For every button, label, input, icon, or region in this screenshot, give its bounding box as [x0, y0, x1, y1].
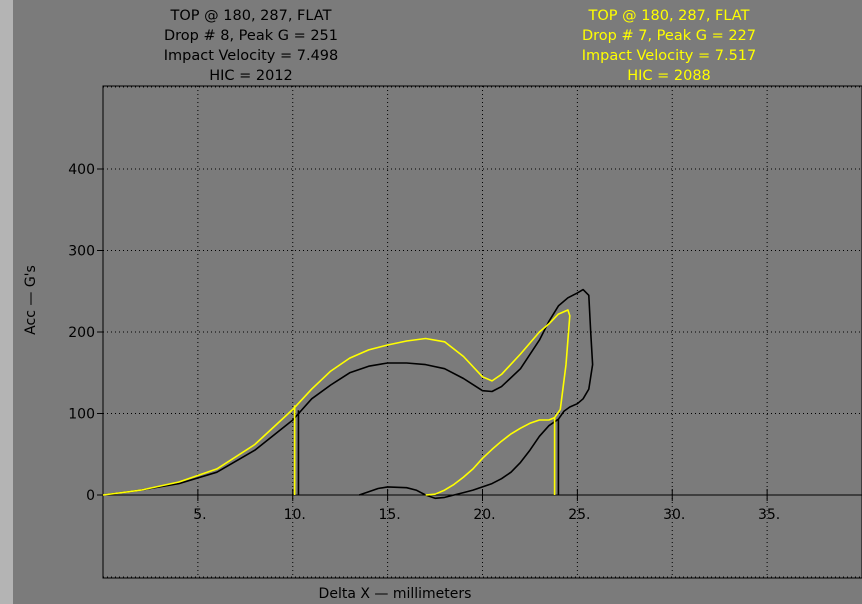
header-left-line1: TOP @ 180, 287, FLAT — [170, 8, 332, 24]
header-right-line1: TOP @ 180, 287, FLAT — [588, 8, 750, 24]
plot-window: 5. 10. 15. 20. 25. 30. 35. 0 100 200 300 400 TOP @ … — [13, 0, 862, 604]
header-right-line3: Impact Velocity = 7.517 — [582, 48, 757, 64]
plot-frame — [102, 85, 862, 579]
chart: 5. 10. 15. 20. 25. 30. 35. 0 100 200 300 400 TOP @ … — [23, 8, 862, 602]
x-tick-label: 35. — [758, 507, 780, 523]
y-tick-label: 100 — [68, 407, 95, 423]
x-tick-label: 25. — [568, 507, 590, 523]
series-1-line — [102, 288, 594, 500]
header-left-line3: Impact Velocity = 7.498 — [164, 48, 339, 64]
y-tick-label: 400 — [68, 162, 95, 178]
y-axis-label: Acc — G's — [23, 265, 39, 335]
header-right-line4: HIC = 2088 — [627, 68, 711, 84]
grid — [103, 86, 862, 578]
series-layer — [102, 288, 594, 500]
x-tick-label: 5. — [193, 507, 206, 523]
x-axis-label: Delta X — millimeters — [319, 586, 472, 602]
axes: 5. 10. 15. 20. 25. 30. 35. 0 100 200 300 400 — [68, 162, 862, 523]
x-tick-label: 30. — [663, 507, 685, 523]
header-left: TOP @ 180, 287, FLAT Drop # 8, Peak G = … — [164, 8, 339, 84]
x-tick-label: 15. — [378, 507, 400, 523]
header-right: TOP @ 180, 287, FLAT Drop # 7, Peak G = … — [582, 8, 757, 84]
header-left-line2: Drop # 8, Peak G = 251 — [164, 28, 338, 44]
x-tick-label: 20. — [473, 507, 495, 523]
y-tick-label: 300 — [68, 244, 95, 260]
x-tick-label: 10. — [284, 507, 306, 523]
y-tick-label: 200 — [68, 325, 95, 341]
header-right-line2: Drop # 7, Peak G = 227 — [582, 28, 756, 44]
y-tick-label: 0 — [86, 488, 95, 504]
header-left-line4: HIC = 2012 — [209, 68, 293, 84]
series-2-line — [102, 309, 571, 496]
